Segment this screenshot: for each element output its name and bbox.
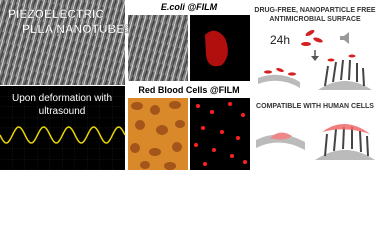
arrow-head bbox=[311, 56, 319, 61]
sem-image bbox=[0, 0, 125, 85]
bacteria bbox=[301, 29, 323, 46]
panel-title: DRUG-FREE, NANOPARTICLE FREE bbox=[254, 7, 376, 14]
middle-panel: E.coli @FILM Red Blood Cells @FILM bbox=[128, 2, 250, 170]
panel-title: COMPATIBLE WITH HUMAN CELLS bbox=[256, 103, 374, 110]
sine-wave bbox=[0, 126, 126, 144]
cell bbox=[270, 132, 292, 140]
graphical-abstract: PIEZOELECTRIC PLLA NANOTUBES Upon deform… bbox=[0, 0, 376, 170]
caption-line: ultrasound bbox=[39, 106, 86, 117]
bacteria bbox=[264, 67, 296, 76]
rbc-dots bbox=[194, 102, 247, 166]
panel-label: E.coli @FILM bbox=[161, 2, 218, 12]
bacteria bbox=[327, 54, 356, 62]
nanotubes bbox=[324, 126, 369, 157]
right-panel: DRUG-FREE, NANOPARTICLE FREE ANTIMICROBI… bbox=[254, 7, 376, 160]
time-label: 24h bbox=[270, 33, 290, 47]
left-panel: PIEZOELECTRIC PLLA NANOTUBES Upon deform… bbox=[0, 0, 132, 170]
rbc-cells bbox=[130, 101, 185, 170]
sem-image bbox=[128, 15, 188, 81]
speaker-icon bbox=[340, 32, 349, 44]
panel-title: ANTIMICROBIAL SURFACE bbox=[269, 16, 361, 23]
panel-label: Red Blood Cells @FILM bbox=[138, 85, 239, 95]
film bbox=[318, 81, 372, 90]
fluorescence-image bbox=[190, 98, 250, 170]
title-line: PIEZOELECTRIC bbox=[8, 7, 104, 21]
film bbox=[258, 74, 300, 88]
caption-line: Upon deformation with bbox=[12, 93, 112, 104]
cell bbox=[322, 123, 370, 134]
nanotubes bbox=[324, 59, 365, 87]
film bbox=[315, 150, 375, 160]
bacteria-cluster bbox=[205, 30, 228, 67]
title-line: PLLA NANOTUBES bbox=[22, 22, 132, 36]
film bbox=[256, 134, 305, 150]
